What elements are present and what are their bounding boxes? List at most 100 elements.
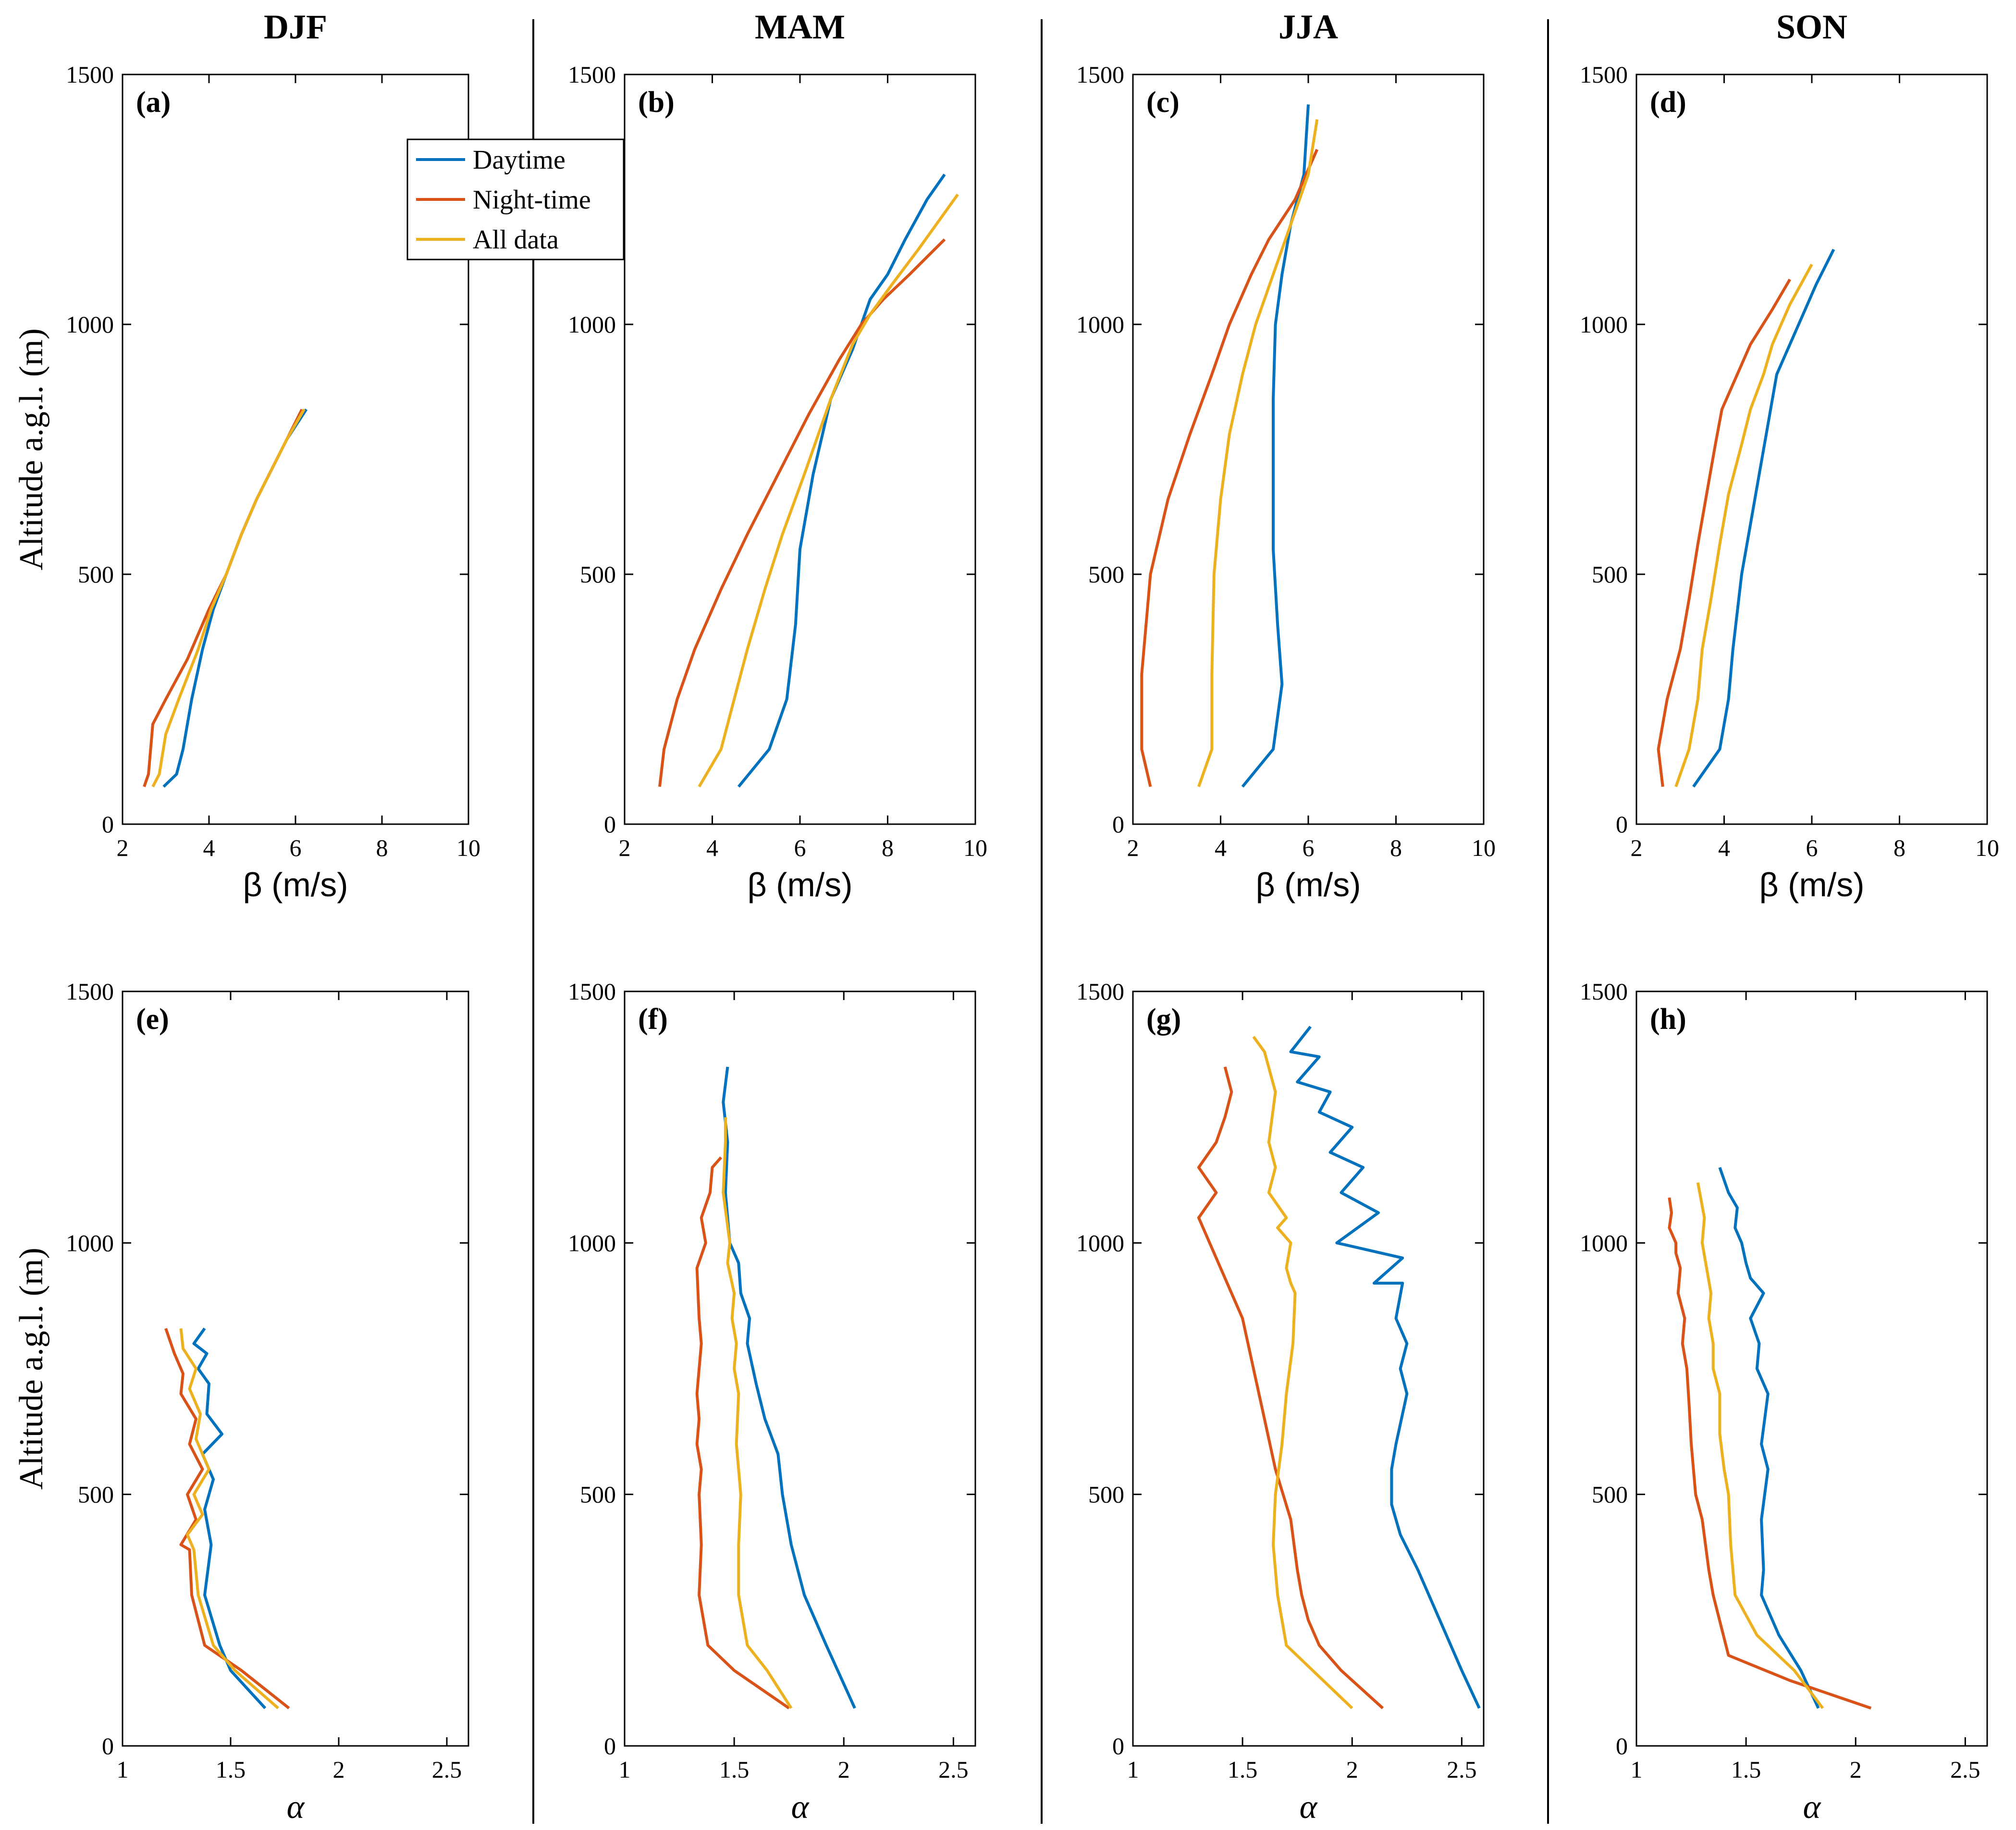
- series-line-night: [164, 1328, 290, 1709]
- x-axis-label: α: [1300, 1789, 1318, 1826]
- legend-entry-daytime: Daytime: [473, 145, 565, 175]
- series-line-daytime: [1718, 1167, 1820, 1709]
- panel-e: 1 1.5 2 2.5 0 500 1000 1500 (e) α Altitude a.g.l. …: [13, 978, 469, 1826]
- y-tick-label: 1000: [66, 311, 114, 338]
- y-tick-label: 1500: [66, 61, 114, 88]
- x-axis-label: β (m/s): [1759, 866, 1864, 903]
- x-tick-label: 6: [1303, 834, 1315, 861]
- x-tick-label: 10: [963, 834, 987, 861]
- x-axis-label: α: [1803, 1789, 1821, 1826]
- series-line-night: [695, 1156, 790, 1709]
- y-tick-label: 1500: [568, 978, 616, 1005]
- x-tick-label: 2: [619, 834, 631, 861]
- y-tick-label: 1500: [568, 61, 616, 88]
- panel-label: (f): [638, 1003, 668, 1036]
- series-line-daytime: [1289, 1026, 1481, 1709]
- y-tick-label: 0: [604, 811, 616, 838]
- series-line-night: [1657, 278, 1791, 787]
- x-tick-label: 8: [1390, 834, 1402, 861]
- x-tick-label: 4: [203, 834, 215, 861]
- y-tick-label: 500: [1088, 561, 1124, 588]
- y-tick-label: 1000: [1076, 1229, 1124, 1256]
- x-axis-label: β (m/s): [747, 866, 852, 903]
- x-tick-label: 2.5: [432, 1756, 462, 1783]
- season-title: DJF: [264, 8, 327, 46]
- x-tick-label: 4: [1215, 834, 1227, 861]
- axes-box: [1635, 990, 1988, 1747]
- legend: Daytime Night-time All data: [406, 138, 625, 260]
- x-tick-label: 1.5: [216, 1756, 246, 1783]
- axes-box: [624, 990, 976, 1747]
- y-tick-label: 1000: [1076, 311, 1124, 338]
- x-tick-label: 2: [1346, 1756, 1358, 1783]
- x-tick-label: 1.5: [719, 1756, 750, 1783]
- y-tick-label: 1500: [1076, 978, 1124, 1005]
- y-tick-label: 1000: [1580, 1229, 1628, 1256]
- panel-d: SON 2 4 6 8 10 0 500 1000 1500 (d) β (m/s): [1580, 8, 1999, 903]
- x-tick-label: 1: [1631, 1756, 1643, 1783]
- axes-box: [624, 74, 976, 825]
- legend-entry-night: Night-time: [473, 185, 591, 215]
- series-line-daytime: [162, 408, 308, 788]
- y-tick-label: 1000: [568, 1229, 616, 1256]
- x-axis-label: β (m/s): [1255, 866, 1361, 903]
- panel-c: JJA 2 4 6 8 10 0 500 1000 1500 (c) β (m/s): [1076, 8, 1496, 903]
- axes-box: [122, 990, 469, 1747]
- y-tick-label: 500: [580, 1481, 616, 1508]
- y-tick-label: 1500: [1076, 61, 1124, 88]
- x-tick-label: 10: [1975, 834, 1999, 861]
- panel-label: (d): [1650, 86, 1686, 119]
- y-tick-label: 1500: [66, 978, 114, 1005]
- y-tick-label: 0: [1616, 1732, 1628, 1759]
- x-tick-label: 6: [794, 834, 806, 861]
- season-title: JJA: [1278, 8, 1338, 46]
- y-tick-label: 0: [1112, 1732, 1124, 1759]
- x-axis-label: α: [287, 1789, 305, 1826]
- y-tick-label: 500: [1592, 1481, 1628, 1508]
- y-tick-label: 500: [1592, 561, 1628, 588]
- series-line-all: [1674, 263, 1813, 787]
- x-tick-label: 2: [1631, 834, 1643, 861]
- panel-label: (e): [136, 1003, 169, 1036]
- series-line-daytime: [737, 173, 946, 788]
- x-axis-label: β (m/s): [243, 866, 348, 903]
- series-line-daytime: [192, 1327, 267, 1709]
- y-tick-label: 0: [1616, 811, 1628, 838]
- panel-label: (b): [638, 86, 675, 119]
- season-title: MAM: [755, 8, 845, 46]
- panel-label: (c): [1146, 86, 1180, 119]
- y-tick-label: 500: [78, 561, 114, 588]
- series-line-night: [1668, 1197, 1872, 1710]
- series-line-all: [722, 1117, 793, 1709]
- panel-label: (g): [1146, 1003, 1181, 1036]
- x-tick-label: 4: [1718, 834, 1730, 861]
- x-tick-label: 10: [456, 834, 480, 861]
- y-axis-label: Altitude a.g.l. (m): [13, 1248, 50, 1490]
- y-tick-label: 0: [1112, 811, 1124, 838]
- axes-box: [1132, 990, 1485, 1747]
- x-tick-label: 10: [1472, 834, 1496, 861]
- y-tick-label: 500: [580, 561, 616, 588]
- x-tick-label: 2: [333, 1756, 345, 1783]
- panel-label: (h): [1650, 1003, 1686, 1036]
- y-tick-label: 0: [102, 1732, 114, 1759]
- y-tick-label: 1500: [1580, 61, 1628, 88]
- legend-entry-all: All data: [473, 225, 559, 255]
- x-tick-label: 2: [1850, 1756, 1862, 1783]
- x-tick-label: 1: [117, 1756, 129, 1783]
- x-tick-label: 6: [1806, 834, 1818, 861]
- x-tick-label: 8: [1893, 834, 1905, 861]
- x-axis-label: α: [791, 1789, 810, 1826]
- x-tick-label: 2.5: [1950, 1756, 1980, 1783]
- x-tick-label: 2: [1127, 834, 1139, 861]
- series-line-all: [1197, 119, 1319, 787]
- y-tick-label: 1000: [1580, 311, 1628, 338]
- series-line-night: [1140, 148, 1319, 787]
- series-line-all: [179, 1328, 279, 1709]
- y-tick-label: 0: [102, 811, 114, 838]
- panel-b: MAM 2 4 6 8 10 0 500 1000 1500 (b) β (m/s): [568, 8, 987, 903]
- x-tick-label: 1.5: [1228, 1756, 1258, 1783]
- x-tick-label: 1: [619, 1756, 631, 1783]
- series-line-daytime: [722, 1066, 856, 1709]
